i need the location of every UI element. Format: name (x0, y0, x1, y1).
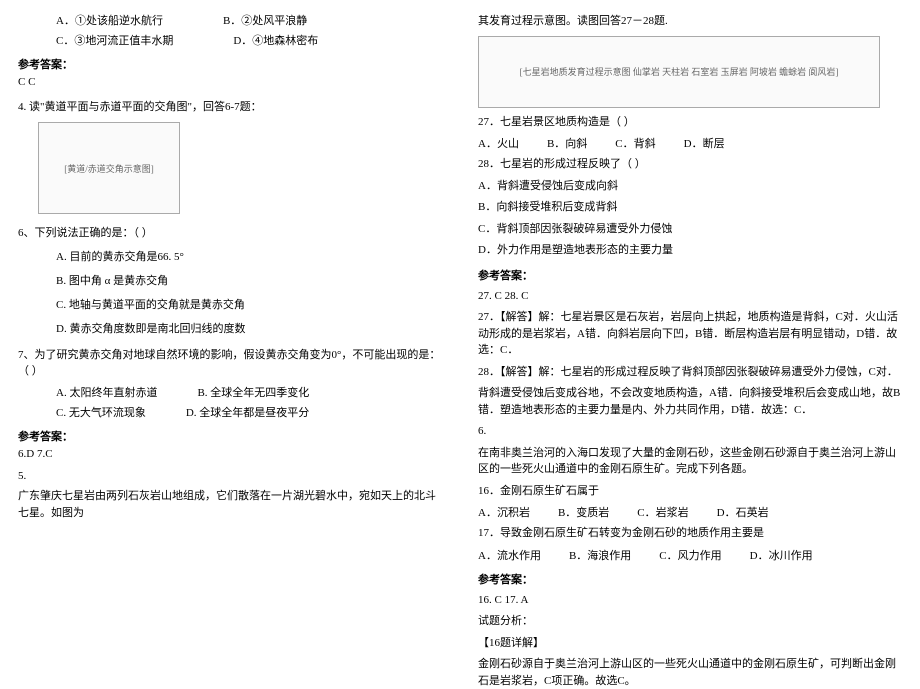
q6-opt-a: A. 目前的黄赤交角是66. 5° (56, 248, 442, 264)
q28-opt-a: A．背斜遭受侵蚀后变成向斜 (478, 178, 902, 195)
question-17: 17．导致金刚石原生矿石转变为金刚石砂的地质作用主要是 (478, 525, 902, 542)
diagram-qixingyan: [七星岩地质发育过程示意图 仙掌岩 天柱岩 石室岩 玉屏岩 阿坡岩 蟾蜍岩 阆风… (478, 36, 880, 108)
q6-opt-b: B. 图中角 α 是黄赤交角 (56, 272, 442, 288)
analysis-label: 试题分析： (478, 613, 902, 630)
q6-opt-c: C. 地轴与黄道平面的交角就是黄赤交角 (56, 296, 442, 312)
question-6n: 6. (478, 423, 902, 440)
diagram-label-2: [七星岩地质发育过程示意图 仙掌岩 天柱岩 石室岩 玉屏岩 阿坡岩 蟾蜍岩 阆风… (520, 65, 839, 78)
question-28: 28．七星岩的形成过程反映了（ ） (478, 156, 902, 173)
answer-heading-2: 参考答案： (18, 428, 442, 444)
question-7: 7、为了研究黄赤交角对地球自然环境的影响，假设黄赤交角变为0°，不可能出现的是：… (18, 346, 442, 378)
q27-opt-c: C．背斜 (615, 135, 655, 151)
q7-opt-c: C. 无大气环流现象 (56, 404, 146, 420)
q16-opt-c: C．岩浆岩 (637, 504, 688, 520)
continuation-text: 其发育过程示意图。读图回答27－28题. (478, 13, 902, 30)
diagram-label: [黄道/赤道交角示意图] (64, 162, 154, 175)
detail-16-head: 【16题详解】 (478, 635, 902, 652)
question-5-text: 广东肇庆七星岩由两列石灰岩山地组成，它们散落在一片湖光碧水中，宛如天上的北斗七星… (18, 488, 442, 521)
detail-16-text: 金刚石砂源自于奥兰治河上游山区的一些死火山通道中的金刚石原生矿，可判断出金刚石是… (478, 656, 902, 689)
q27-opt-b: B．向斜 (547, 135, 587, 151)
answer-value: C C (18, 76, 442, 88)
answer-heading-4: 参考答案： (478, 571, 902, 587)
q6-opt-d: D. 黄赤交角度数即是南北回归线的度数 (56, 320, 442, 336)
q28-opt-d: D．外力作用是塑造地表形态的主要力量 (478, 242, 902, 259)
q7-opt-a: A. 太阳终年直射赤道 (56, 384, 157, 400)
answer-heading: 参考答案： (18, 56, 442, 72)
answer-value-2: 6.D 7.C (18, 448, 442, 460)
question-5: 5. (18, 470, 442, 482)
explanation-27: 27．【解答】解：七星岩景区是石灰岩，岩层向上拱起，地质构造是背斜，C对．火山活… (478, 309, 902, 359)
answer-heading-3: 参考答案： (478, 267, 902, 283)
question-4: 4. 读"黄道平面与赤道平面的交角图"，回答6-7题： (18, 98, 442, 114)
explanation-28: 28．【解答】解：七星岩的形成过程反映了背斜顶部因张裂破碎易遭受外力侵蚀，C对． (478, 364, 902, 381)
q16-opt-a: A．沉积岩 (478, 504, 530, 520)
q17-opt-c: C．风力作用 (659, 547, 721, 563)
answer-value-4: 16. C 17. A (478, 592, 902, 609)
q7-opt-b: B. 全球全年无四季变化 (197, 384, 309, 400)
q17-opt-d: D．冰川作用 (750, 547, 813, 563)
q17-opt-b: B．海浪作用 (569, 547, 631, 563)
q27-opt-d: D．断层 (684, 135, 725, 151)
answer-value-3: 27. C 28. C (478, 288, 902, 305)
q27-opt-a: A．火山 (478, 135, 519, 151)
question-6-text: 在南非奥兰治河的入海口发现了大量的金刚石砂，这些金刚石砂源自于奥兰治河上游山区的… (478, 445, 902, 478)
q28-opt-c: C．背斜顶部因张裂破碎易遭受外力侵蚀 (478, 221, 902, 238)
q16-opt-d: D．石英岩 (717, 504, 769, 520)
opt-c: C．③地河流正值丰水期 (56, 32, 173, 48)
q17-opt-a: A．流水作用 (478, 547, 541, 563)
question-16: 16．金刚石原生矿石属于 (478, 483, 902, 500)
opt-a: A．①处该船逆水航行 (56, 12, 163, 28)
opt-d: D．④地森林密布 (233, 32, 318, 48)
q28-opt-b: B．向斜接受堆积后变成背斜 (478, 199, 902, 216)
diagram-ecliptic: [黄道/赤道交角示意图] (38, 122, 180, 214)
q16-opt-b: B．变质岩 (558, 504, 609, 520)
opt-b: B．②处风平浪静 (223, 12, 307, 28)
q7-opt-d: D. 全球全年都是昼夜平分 (186, 404, 309, 420)
question-6: 6、下列说法正确的是：（ ） (18, 224, 442, 240)
explanation-28b: 背斜遭受侵蚀后变成谷地，不会改变地质构造，A错．向斜接受堆积后会变成山地，故B错… (478, 385, 902, 418)
question-27: 27．七星岩景区地质构造是（ ） (478, 114, 902, 131)
